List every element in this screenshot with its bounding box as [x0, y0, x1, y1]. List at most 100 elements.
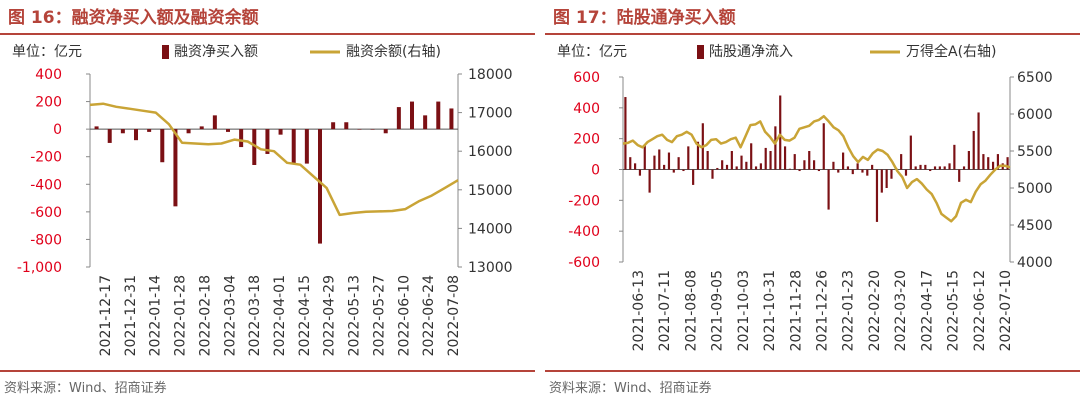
x-tick-label: 2022-04-01 [272, 275, 288, 356]
bar-net-buy [383, 129, 388, 134]
x-tick-label: 2022-03-04 [222, 275, 238, 356]
unit-label: 单位：亿元 [557, 44, 627, 60]
bar-net-buy [147, 129, 152, 132]
legend-line-label: 万得全A(右轴) [906, 43, 997, 60]
bar-net-buy [812, 160, 816, 170]
bar-net-buy [107, 129, 112, 143]
bar-net-buy [239, 129, 244, 148]
bar-net-buy [788, 168, 791, 170]
bar-net-buy [663, 164, 666, 170]
bar-net-buy [933, 166, 937, 170]
bar-net-buy [436, 101, 441, 130]
bar-net-buy [972, 130, 975, 170]
bar-net-buy [629, 157, 632, 170]
bar-net-buy [624, 97, 627, 170]
bar-net-buy [226, 129, 230, 132]
x-tick-label: 2022-04-15 [297, 275, 313, 356]
x-tick-label: 2022-05-13 [347, 275, 363, 356]
bar-net-buy [634, 163, 637, 170]
bar-net-buy [890, 169, 893, 179]
left-tick-label: -600 [568, 255, 600, 271]
bar-net-buy [212, 115, 217, 130]
bar-net-buy [861, 169, 864, 173]
bar-net-buy [711, 169, 714, 179]
bar-net-buy [265, 129, 270, 154]
bar-net-buy [962, 166, 966, 170]
x-tick-label: 2022-05-27 [371, 275, 387, 356]
bar-net-buy [740, 155, 743, 170]
bar-net-buy [817, 169, 821, 172]
bar-net-buy [851, 169, 854, 175]
bar-net-buy [677, 157, 680, 170]
bar-net-buy [880, 169, 883, 193]
bar-net-buy [909, 135, 912, 170]
bar-net-buy [199, 126, 204, 130]
bar-net-buy [842, 152, 845, 170]
legend-line-label: 融资余额(右轴) [346, 43, 441, 60]
bar-net-buy [938, 166, 941, 170]
bar-net-buy [982, 154, 985, 170]
left-tick-label: 0 [53, 122, 62, 138]
x-tick-label: 2021-10-31 [762, 270, 778, 351]
bar-net-buy [871, 164, 874, 170]
left-tick-label: -1,000 [17, 260, 62, 276]
x-tick-label: 2021-11-28 [788, 270, 804, 351]
x-tick-label: 2022-06-24 [421, 275, 437, 356]
x-tick-label: 2021-07-11 [657, 270, 673, 351]
bar-net-buy [730, 151, 733, 170]
left-tick-label: -800 [30, 232, 62, 248]
left-tick-label: -200 [568, 193, 600, 209]
bar-net-buy [996, 154, 999, 170]
x-tick-label: 2021-12-26 [815, 270, 831, 351]
bar-net-buy [94, 126, 99, 130]
bar-net-buy [278, 129, 283, 135]
x-tick-label: 2022-04-17 [919, 270, 935, 351]
x-tick-label: 2022-02-20 [867, 270, 883, 351]
figure-17-title: 图 17：陆股通净买入额 [553, 8, 736, 28]
bar-net-buy [967, 151, 970, 170]
bar-net-buy [706, 151, 709, 170]
balance-line [89, 102, 459, 217]
x-tick-label: 2022-01-28 [173, 275, 189, 356]
figure-16-chart: 单位：亿元 融资净买入额 融资余额(右轴) 400 200 0 -200 -400 -600 -8… [12, 43, 513, 356]
figure-17-source: 资料来源：Wind、招商证券 [549, 381, 712, 396]
bar-net-buy [759, 163, 762, 170]
legend-bar-label: 陆股通净流入 [709, 44, 793, 60]
bar-net-buy [423, 115, 428, 130]
bar-net-buy [318, 129, 322, 244]
bar-net-buy [252, 129, 257, 165]
bar-net-buy [769, 151, 772, 170]
bar-net-buy [987, 157, 990, 170]
figure-16-source: 资料来源：Wind、招商证券 [4, 381, 167, 396]
right-tick-label: 17000 [468, 106, 513, 122]
bar-net-buy [900, 154, 903, 170]
left-tick-label: -200 [30, 150, 62, 166]
bar-net-buy [856, 163, 859, 170]
bar-net-buy [186, 129, 191, 134]
bar-net-buy [783, 146, 787, 170]
bar-net-buy [991, 161, 995, 170]
bar-net-buy [682, 169, 685, 172]
right-tick-label: 15000 [468, 183, 513, 199]
right-tick-label: 4500 [1017, 218, 1053, 234]
bar-net-buy [160, 129, 165, 163]
figure-16-title: 图 16：融资净买入额及融资余额 [8, 8, 259, 28]
right-tick-label: 13000 [468, 260, 513, 276]
bar-net-buy [953, 144, 956, 170]
right-tick-label: 16000 [468, 144, 513, 160]
bar-net-buy [648, 169, 651, 193]
bar-net-buy [827, 169, 830, 210]
bar-net-buy [638, 169, 642, 176]
bar-net-buy [653, 155, 656, 170]
bar-net-buy [449, 108, 454, 130]
bar-net-buy [822, 123, 825, 170]
bar-net-buy [725, 164, 729, 170]
right-tick-label: 5000 [1017, 181, 1053, 197]
bar-net-buy [721, 160, 724, 170]
x-tick-label: 2022-07-10 [998, 270, 1014, 351]
bar-net-buy [924, 164, 927, 170]
figure-16-title-rule [0, 33, 535, 35]
left-tick-label: 200 [35, 95, 62, 111]
bar-net-buy [798, 169, 801, 172]
legend-bar-label: 融资净买入额 [174, 44, 258, 60]
